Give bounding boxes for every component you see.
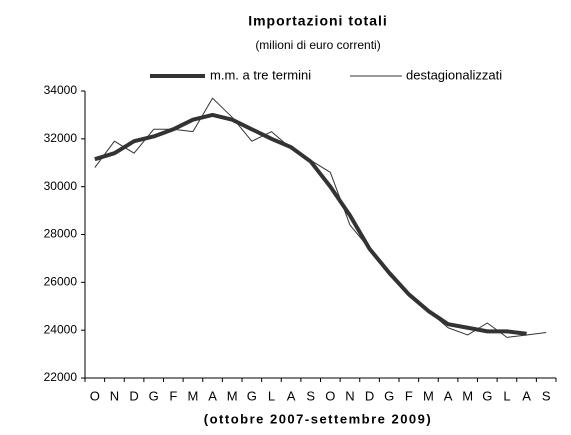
x-tick-label: L xyxy=(268,388,275,403)
x-tick-label: O xyxy=(325,388,335,403)
y-tick-label: 30000 xyxy=(44,179,78,193)
legend-label: m.m. a tre termini xyxy=(210,67,311,82)
x-tick-label: O xyxy=(90,388,100,403)
x-tick-label: A xyxy=(208,388,217,403)
x-tick-label: S xyxy=(542,388,551,403)
x-tick-label: G xyxy=(149,388,159,403)
x-tick-label: A xyxy=(444,388,453,403)
x-tick-label: D xyxy=(129,388,138,403)
y-tick-label: 24000 xyxy=(44,322,78,336)
y-tick-label: 26000 xyxy=(44,275,78,289)
x-tick-label: N xyxy=(345,388,354,403)
chart-subtitle: (milioni di euro correnti) xyxy=(255,38,380,52)
line-series xyxy=(94,112,527,336)
x-tick-label: F xyxy=(169,388,177,403)
x-tick-label: M xyxy=(462,388,473,403)
x-tick-label: S xyxy=(306,388,315,403)
legend-label: destagionalizzati xyxy=(406,67,502,82)
y-tick-label: 32000 xyxy=(44,131,78,145)
x-tick-label: L xyxy=(503,388,510,403)
x-tick-label: F xyxy=(405,388,413,403)
x-tick-label: M xyxy=(423,388,434,403)
line-series xyxy=(94,97,547,338)
x-tick-label: M xyxy=(188,388,199,403)
x-tick-label: G xyxy=(482,388,492,403)
x-tick-label: M xyxy=(227,388,238,403)
x-tick-label: A xyxy=(522,388,531,403)
chart-title: Importazioni totali xyxy=(248,13,388,29)
x-axis-label: (ottobre 2007-settembre 2009) xyxy=(204,411,432,426)
y-tick-label: 34000 xyxy=(44,83,78,97)
x-tick-label: G xyxy=(247,388,257,403)
y-tick-label: 28000 xyxy=(44,227,78,241)
x-tick-label: G xyxy=(384,388,394,403)
y-tick-label: 22000 xyxy=(44,370,78,384)
x-tick-label: A xyxy=(287,388,296,403)
x-tick-label: N xyxy=(110,388,119,403)
x-tick-label: D xyxy=(365,388,374,403)
